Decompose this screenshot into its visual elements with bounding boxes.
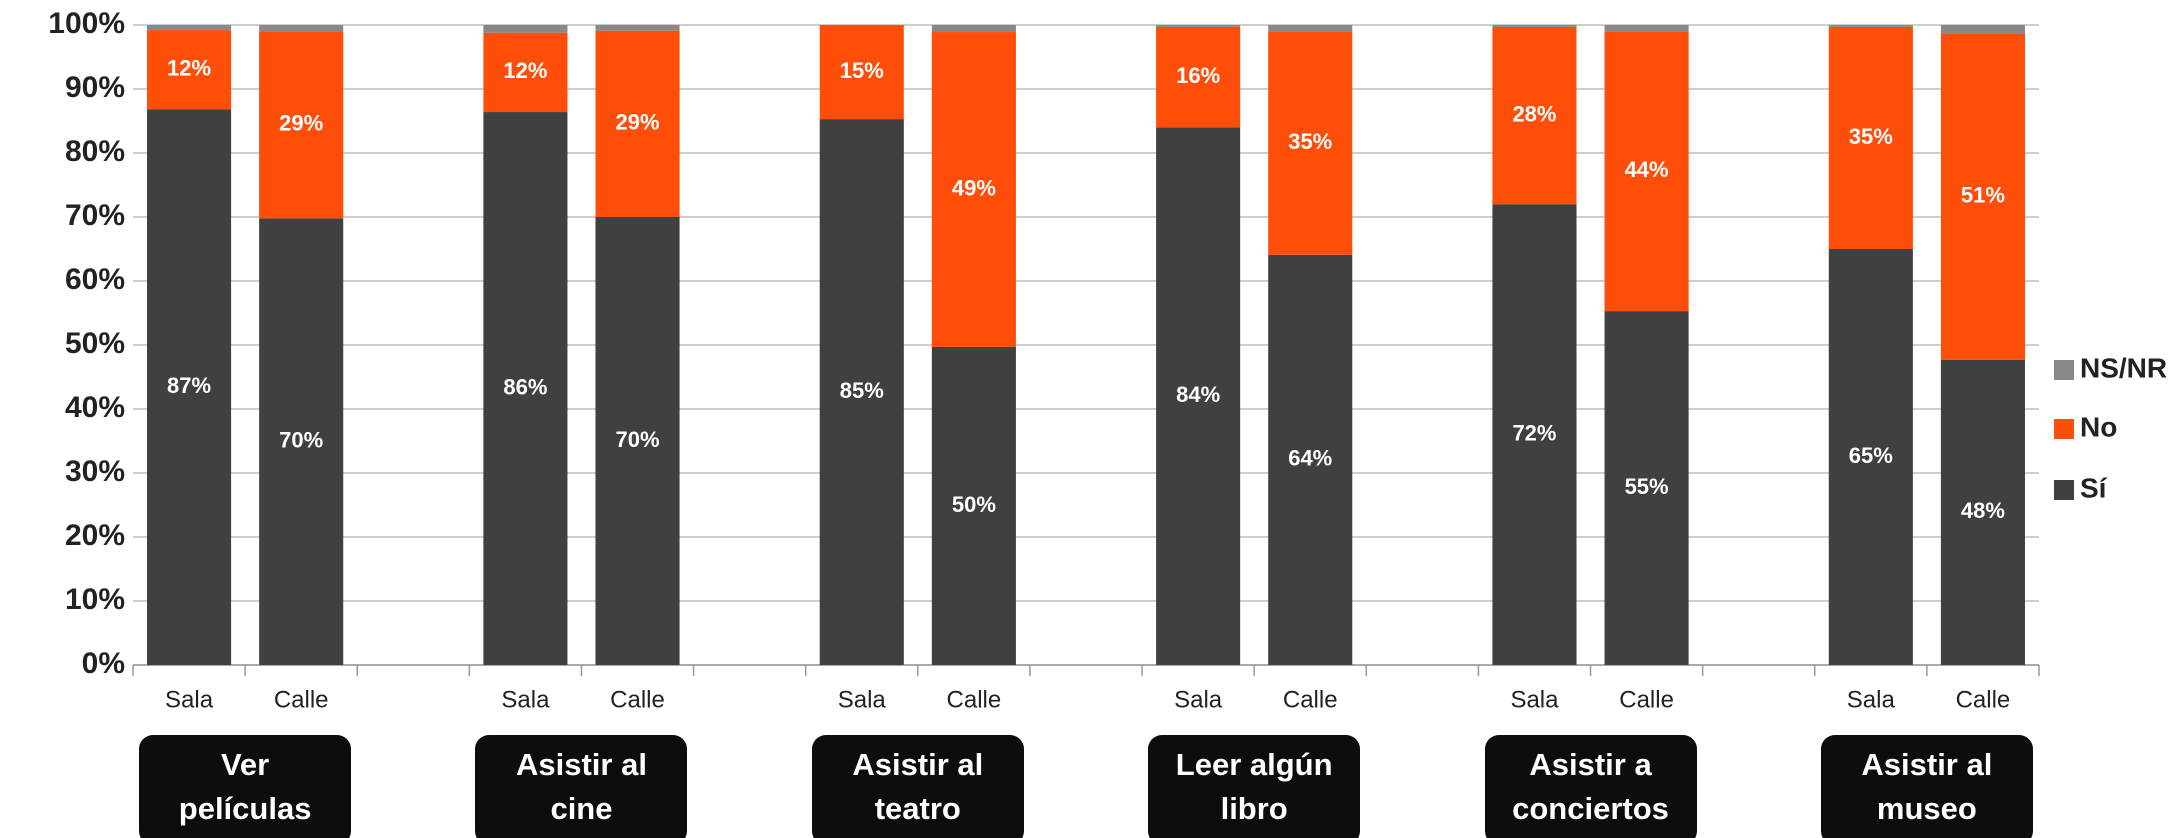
legend-swatch — [2054, 360, 2074, 380]
legend-label: NS/NR — [2080, 352, 2167, 383]
legend-swatch — [2054, 480, 2074, 500]
x-tick-label: Sala — [1510, 686, 1559, 713]
group-label: Asistir al teatro — [811, 735, 1024, 838]
data-label: 49% — [952, 175, 996, 200]
data-label: 35% — [1288, 129, 1332, 154]
bar-segment — [1492, 204, 1577, 665]
data-label: 50% — [952, 492, 996, 517]
bar-segment — [1604, 25, 1689, 32]
data-label: 48% — [1961, 498, 2005, 523]
data-label: 12% — [503, 58, 547, 83]
bar-segment — [483, 25, 568, 33]
data-label: 86% — [503, 374, 547, 399]
legend-swatch — [2054, 419, 2074, 439]
x-tick-label: Sala — [1174, 686, 1223, 713]
bar-segment — [1268, 254, 1353, 665]
data-label: 44% — [1625, 157, 1669, 182]
x-tick-label: Calle — [1283, 686, 1338, 713]
bar-segment — [147, 25, 232, 31]
bar-segment — [1940, 33, 2025, 360]
bar-segment — [259, 25, 344, 32]
y-tick-label: 0% — [82, 647, 125, 680]
group-label: Asistir al cine — [475, 735, 688, 838]
data-label: 84% — [1176, 382, 1220, 407]
bar-segment — [1156, 25, 1241, 27]
bar-segment — [1604, 31, 1689, 312]
x-tick-label: Calle — [1956, 686, 2011, 713]
data-label: 55% — [1625, 474, 1669, 499]
x-tick-label: Calle — [274, 686, 329, 713]
data-label: 65% — [1849, 443, 1893, 468]
bar-segment — [931, 25, 1016, 33]
x-tick-label: Sala — [501, 686, 550, 713]
bar-segment — [1828, 25, 1913, 27]
y-tick-label: 70% — [65, 199, 125, 232]
data-label: 12% — [167, 56, 211, 81]
bar-segment — [1268, 25, 1353, 32]
x-tick-label: Sala — [165, 686, 214, 713]
y-tick-label: 90% — [65, 71, 125, 104]
data-label: 70% — [279, 427, 323, 452]
data-label: 85% — [840, 378, 884, 403]
bar-segment — [595, 30, 680, 218]
bar-segment — [819, 25, 904, 120]
bar-segment — [1940, 359, 2025, 665]
data-label: 64% — [1288, 446, 1332, 471]
y-tick-label: 60% — [65, 263, 125, 296]
legend-label: Sí — [2080, 472, 2108, 503]
x-tick-label: Calle — [1619, 686, 1674, 713]
bar-segment — [259, 218, 344, 665]
bar-segment — [1828, 26, 1913, 250]
bar-segment — [1156, 26, 1241, 128]
bar-segment — [1604, 311, 1689, 665]
data-label: 35% — [1849, 124, 1893, 149]
group-label: Leer algún libro — [1148, 735, 1361, 838]
y-tick-label: 80% — [65, 135, 125, 168]
bar-segment — [819, 119, 904, 665]
bar-segment — [595, 217, 680, 665]
bar-segment — [1492, 25, 1577, 27]
y-tick-label: 10% — [65, 583, 125, 616]
bar-segment — [931, 346, 1016, 665]
x-tick-label: Calle — [947, 686, 1002, 713]
y-tick-label: 20% — [65, 519, 125, 552]
group-label: Asistir a conciertos — [1484, 735, 1697, 838]
bar-segment — [483, 32, 568, 113]
data-label: 72% — [1512, 420, 1556, 445]
data-label: 28% — [1512, 101, 1556, 126]
data-label: 51% — [1961, 183, 2005, 208]
bar-segment — [1828, 249, 1913, 665]
y-tick-label: 30% — [65, 455, 125, 488]
x-tick-label: Sala — [1847, 686, 1896, 713]
bar-segment — [1492, 26, 1577, 205]
data-label: 16% — [1176, 63, 1220, 88]
bar-segment — [259, 31, 344, 219]
bar-segment — [1156, 127, 1241, 665]
bar-segment — [147, 109, 232, 666]
x-tick-label: Calle — [610, 686, 665, 713]
data-label: 87% — [167, 373, 211, 398]
y-tick-label: 40% — [65, 391, 125, 424]
bar-segment — [931, 32, 1016, 347]
x-tick-label: Sala — [838, 686, 887, 713]
group-label: Ver películas — [139, 735, 352, 838]
data-label: 29% — [279, 111, 323, 136]
y-tick-label: 100% — [48, 7, 125, 40]
data-label: 70% — [616, 427, 660, 452]
bar-segment — [1940, 25, 2025, 34]
bar-segment — [595, 25, 680, 31]
bar-segment — [483, 112, 568, 666]
group-label: Asistir al museo — [1820, 735, 2033, 838]
y-tick-label: 50% — [65, 327, 125, 360]
data-label: 15% — [840, 58, 884, 83]
legend-label: No — [2080, 411, 2117, 442]
bar-segment — [1268, 31, 1353, 255]
data-label: 29% — [616, 110, 660, 135]
bar-segment — [147, 30, 232, 110]
